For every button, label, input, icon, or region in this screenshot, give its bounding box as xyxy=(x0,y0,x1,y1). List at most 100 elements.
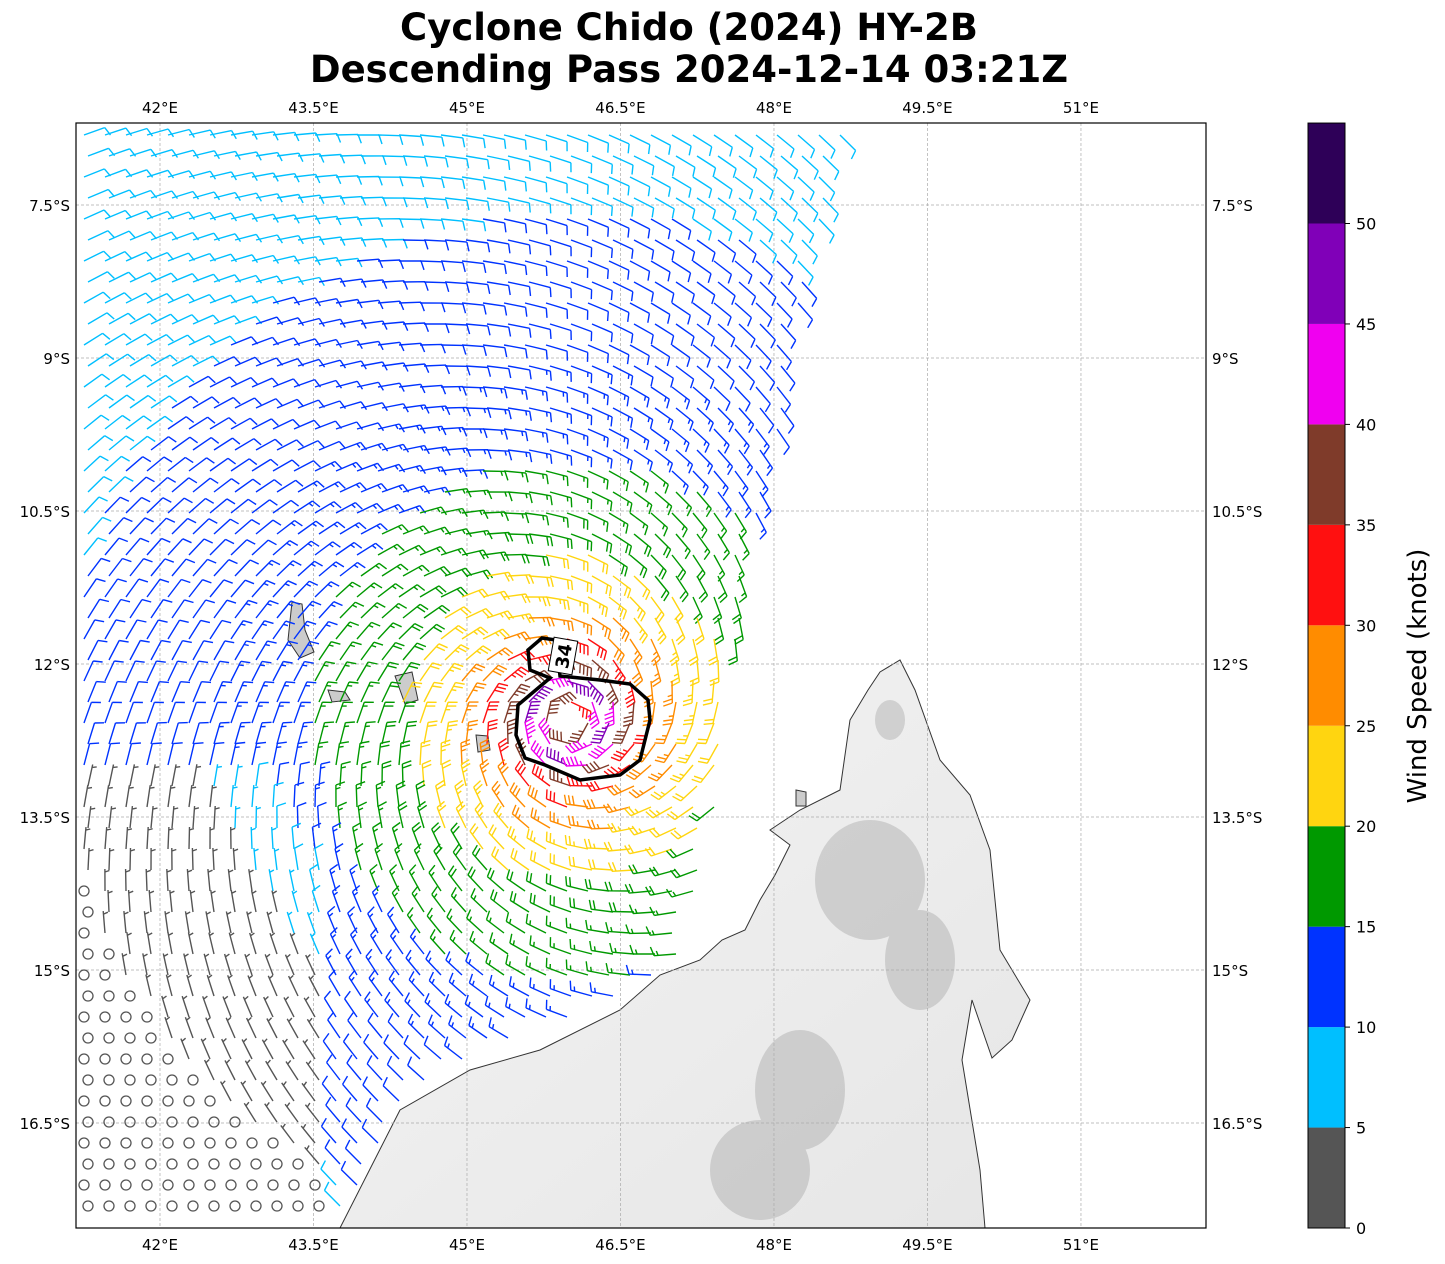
wind-barb xyxy=(339,561,366,577)
wind-barb xyxy=(570,449,593,468)
wind-barb xyxy=(293,540,320,556)
wind-barb xyxy=(314,379,343,389)
wind-barb xyxy=(780,197,798,222)
wind-barb xyxy=(474,801,488,829)
wind-barb-calm xyxy=(141,1095,153,1107)
wind-barb xyxy=(549,691,577,705)
wind-barb-calm xyxy=(208,1158,220,1170)
wind-barb-calm xyxy=(250,1158,262,1170)
wind-barb xyxy=(255,151,283,162)
wind-barb xyxy=(293,338,322,348)
wind-barb xyxy=(126,932,132,955)
wind-barb-calm xyxy=(120,1095,132,1107)
wind-barb xyxy=(145,974,152,997)
wind-barb xyxy=(188,619,211,640)
wind-barb xyxy=(839,134,857,160)
wind-barb xyxy=(230,890,237,913)
lon-tick-label-bottom: 51°E xyxy=(1063,1236,1099,1254)
wind-barb xyxy=(612,323,634,344)
wind-barb xyxy=(381,720,397,745)
wind-barb xyxy=(466,909,484,934)
wind-barb xyxy=(717,407,735,433)
wind-barb xyxy=(129,722,146,745)
wind-barb xyxy=(566,134,589,153)
wind-barb xyxy=(87,475,113,493)
wind-barb xyxy=(461,663,486,682)
wind-barb xyxy=(339,482,367,493)
wind-barb xyxy=(776,176,795,201)
colorbar-segment xyxy=(1308,524,1345,626)
wind-barb xyxy=(633,155,655,176)
wind-barb xyxy=(318,761,331,787)
wind-barb xyxy=(717,533,730,561)
wind-barb xyxy=(529,935,551,955)
wind-barb-calm xyxy=(78,1179,90,1191)
wind-barb xyxy=(612,491,633,513)
wind-barb xyxy=(287,974,299,997)
wind-barb xyxy=(759,407,775,434)
wind-barb xyxy=(549,853,572,871)
wind-barb xyxy=(180,1037,190,1060)
wind-barb xyxy=(570,701,592,721)
wind-barb xyxy=(234,805,241,829)
wind-barb xyxy=(271,890,278,913)
wind-barb xyxy=(450,822,463,850)
wind-barb xyxy=(633,449,653,472)
wind-barb xyxy=(587,470,609,490)
wind-barb xyxy=(586,780,614,792)
wind-barb xyxy=(671,176,692,198)
wind-barb xyxy=(486,449,513,461)
wind-barb xyxy=(167,619,189,640)
wind-barb xyxy=(423,604,451,619)
wind-barb xyxy=(213,191,241,201)
wind-barb xyxy=(694,617,705,646)
wind-barb xyxy=(440,547,469,557)
wind-barb xyxy=(209,538,235,556)
wind-barb xyxy=(381,155,408,166)
wind-barb xyxy=(83,660,103,682)
wind-barb xyxy=(589,982,614,997)
wind-barb xyxy=(250,890,257,913)
wind-barb xyxy=(713,344,732,369)
wind-barb xyxy=(479,758,490,787)
wind-barb xyxy=(625,924,652,935)
wind-barb xyxy=(243,1101,257,1123)
wind-barb xyxy=(167,826,174,850)
wind-barb xyxy=(255,479,283,493)
wind-barb xyxy=(150,476,177,493)
wind-barb xyxy=(171,190,200,200)
wind-barb xyxy=(470,888,488,913)
wind-barb xyxy=(703,701,719,725)
wind-barb xyxy=(377,218,404,228)
wind-barb xyxy=(510,848,530,871)
wind-barb xyxy=(633,407,654,429)
wind-barb xyxy=(570,533,593,552)
wind-barb xyxy=(329,863,339,892)
wind-barb xyxy=(293,297,321,307)
wind-barb xyxy=(440,467,468,478)
contour-label: 34 xyxy=(552,642,577,670)
wind-barb xyxy=(356,340,384,351)
wind-barb xyxy=(650,785,677,801)
wind-barb xyxy=(524,554,550,567)
wind-barb xyxy=(325,1096,341,1123)
wind-barb xyxy=(423,1035,442,1060)
wind-barb xyxy=(339,681,359,703)
wind-barb xyxy=(675,197,696,219)
wind-barb xyxy=(165,974,173,997)
wind-barb xyxy=(205,911,211,934)
wind-barb xyxy=(381,443,410,453)
wind-barb-calm xyxy=(145,1158,157,1170)
wind-barb xyxy=(335,541,363,556)
wind-barb xyxy=(509,933,530,955)
wind-barb xyxy=(654,197,675,219)
wind-barb xyxy=(564,740,593,754)
wind-barb xyxy=(524,344,548,360)
wind-barb xyxy=(129,313,157,325)
wind-barb xyxy=(651,659,662,688)
wind-barb xyxy=(696,449,714,475)
wind-barb xyxy=(209,660,230,682)
colorbar-segment xyxy=(1308,424,1345,525)
wind-barb xyxy=(755,260,773,285)
wind-barb xyxy=(171,477,198,493)
